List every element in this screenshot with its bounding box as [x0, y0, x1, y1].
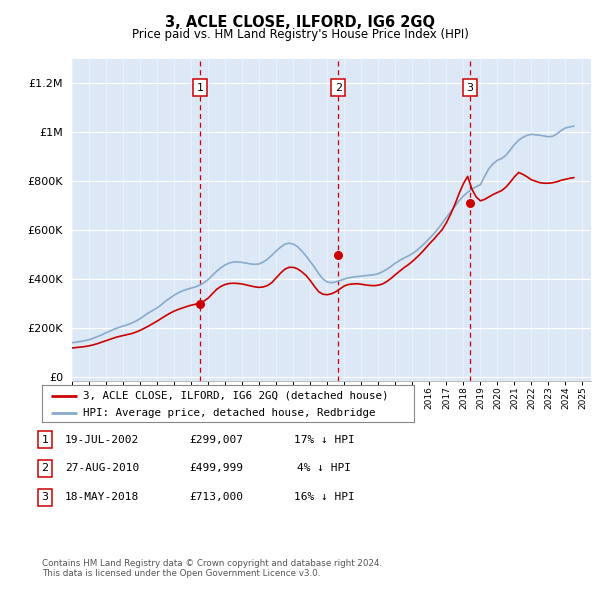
- Text: 4% ↓ HPI: 4% ↓ HPI: [297, 464, 351, 473]
- Text: This data is licensed under the Open Government Licence v3.0.: This data is licensed under the Open Gov…: [42, 569, 320, 578]
- Text: 18-MAY-2018: 18-MAY-2018: [65, 493, 139, 502]
- Text: £713,000: £713,000: [189, 493, 243, 502]
- Text: 19-JUL-2002: 19-JUL-2002: [65, 435, 139, 444]
- Text: 16% ↓ HPI: 16% ↓ HPI: [293, 493, 355, 502]
- Text: 17% ↓ HPI: 17% ↓ HPI: [293, 435, 355, 444]
- Text: 3, ACLE CLOSE, ILFORD, IG6 2GQ (detached house): 3, ACLE CLOSE, ILFORD, IG6 2GQ (detached…: [83, 391, 388, 401]
- Text: 3: 3: [466, 83, 473, 93]
- Text: 1: 1: [41, 435, 49, 444]
- Text: 27-AUG-2010: 27-AUG-2010: [65, 464, 139, 473]
- Text: 1: 1: [197, 83, 204, 93]
- Text: Contains HM Land Registry data © Crown copyright and database right 2024.: Contains HM Land Registry data © Crown c…: [42, 559, 382, 568]
- Text: Price paid vs. HM Land Registry's House Price Index (HPI): Price paid vs. HM Land Registry's House …: [131, 28, 469, 41]
- Text: 2: 2: [41, 464, 49, 473]
- Text: 3, ACLE CLOSE, ILFORD, IG6 2GQ: 3, ACLE CLOSE, ILFORD, IG6 2GQ: [165, 15, 435, 30]
- Text: 3: 3: [41, 493, 49, 502]
- Text: £499,999: £499,999: [189, 464, 243, 473]
- Text: £299,007: £299,007: [189, 435, 243, 444]
- Text: 2: 2: [335, 83, 342, 93]
- Text: HPI: Average price, detached house, Redbridge: HPI: Average price, detached house, Redb…: [83, 408, 376, 418]
